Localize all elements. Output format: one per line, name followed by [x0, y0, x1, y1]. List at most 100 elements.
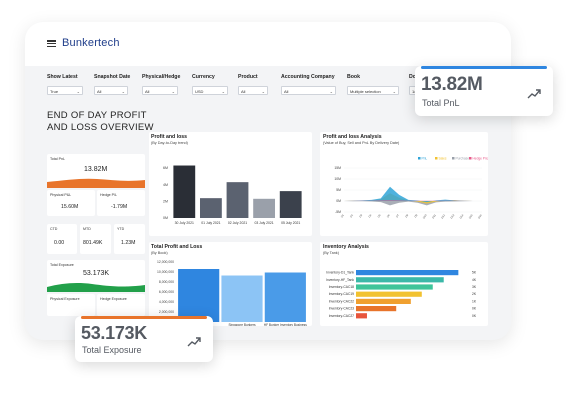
legend-swatch — [435, 157, 438, 160]
kpi-title: Physical P&L — [50, 193, 72, 197]
series-area — [344, 200, 482, 201]
pnl-analysis-panel: Profit and loss Analysis (Value of Buy, … — [320, 132, 488, 236]
kpi-value: 801.49K — [83, 240, 103, 246]
x-tick-label: D3 — [358, 213, 363, 218]
product-select[interactable]: All ⌄ — [238, 86, 268, 95]
filter-label: Accounting Company — [281, 74, 335, 80]
x-tick-label: D1 — [340, 213, 345, 218]
filter-label: Do — [409, 74, 416, 80]
bar — [356, 284, 433, 290]
bar — [356, 270, 459, 276]
filter-currency: Currency USD ⌄ — [192, 74, 228, 95]
bar — [356, 306, 397, 312]
y-tick-label: 10M — [334, 177, 341, 181]
x-tick-label: 02 July 2021 — [228, 221, 247, 225]
bar — [279, 191, 302, 218]
inventory-panel: Inventory Analysis (By Tank) Inventory-D… — [320, 242, 488, 326]
y-tick-label: 12,000,000 — [157, 260, 174, 264]
bar — [356, 277, 444, 283]
x-tick-label: HF Bunker Inventory Business — [264, 323, 307, 326]
y-tick-label: 15M — [334, 166, 341, 170]
x-tick-label: D4 — [367, 213, 372, 218]
data-label: 0K — [472, 314, 477, 318]
data-label: 0K — [472, 307, 477, 311]
y-tick-label: 8,000,000 — [159, 280, 174, 284]
kpi-value: 1.23M — [121, 240, 136, 246]
x-tick-label: D8 — [404, 213, 409, 218]
snapshot-date-select[interactable]: All ⌄ — [94, 86, 128, 95]
filter-label: Snapshot Date — [94, 74, 131, 80]
x-tick-label: D13 — [449, 213, 455, 220]
panel-subtitle: (By Day-to-Day trend) — [151, 141, 188, 145]
kpi-title: Hedge P/L — [100, 193, 117, 197]
legend-label: Purchase — [456, 156, 470, 160]
panel-subtitle: (By Book) — [151, 251, 168, 255]
total-exposure-label: Total Exposure — [82, 345, 142, 355]
mtd-card[interactable]: MTD 801.49K — [80, 224, 111, 254]
brand-logo: Bunkertech — [62, 37, 120, 49]
pnl-sparkline — [47, 178, 145, 188]
y-tick-label: 4M — [163, 183, 168, 187]
hedge-pnl-card[interactable]: Hedge P/L -1.79M — [97, 190, 145, 216]
total-pnl-floating-card[interactable]: 13.82M Total PnL — [415, 66, 553, 116]
filter-label: Show Latest — [47, 74, 78, 80]
filter-label: Physical/Hedge — [142, 74, 181, 80]
physical-exposure-card[interactable]: Physical Exposure — [47, 294, 95, 316]
total-exposure-floating-card[interactable]: 53.173K Total Exposure — [75, 316, 213, 362]
y-tick-label: 6,000,000 — [159, 290, 174, 294]
bar — [173, 165, 196, 218]
y-tick-label: Inventory-CAC23 — [329, 307, 354, 311]
x-tick-label: D11 — [431, 213, 437, 219]
y-tick-label: 0M — [336, 199, 341, 203]
kpi-title: MTD — [83, 227, 91, 231]
ctd-card[interactable]: CTD 0.00 — [47, 224, 77, 254]
book-select[interactable]: Multiple selection ⌄ — [347, 86, 399, 95]
legend-label: Hedge PnL — [473, 156, 489, 160]
show-latest-select[interactable]: True ⌄ — [47, 86, 83, 95]
pnl-analysis-chart: PnL Sales Purchase Hedge PnL15M10M5M0M-5MD1… — [334, 156, 489, 220]
bar — [226, 182, 249, 218]
y-tick-label: 2M — [163, 200, 168, 204]
filter-snapshot-date: Snapshot Date All ⌄ — [94, 74, 131, 95]
total-exposure-card[interactable]: Total Exposure 53.173K — [47, 260, 145, 292]
legend-swatch — [452, 157, 455, 160]
y-tick-label: 5M — [336, 188, 341, 192]
total-pnl-card[interactable]: Total PnL 13.82M — [47, 154, 145, 188]
bar — [264, 272, 306, 322]
menu-icon[interactable] — [47, 40, 56, 48]
accounting-company-select[interactable]: All ⌄ — [281, 86, 336, 95]
inventory-chart: Inventory-D1_Tank 5K Inventory-HF_Tank 4K In… — [326, 270, 477, 319]
ytd-card[interactable]: YTD 1.23M — [114, 224, 145, 254]
kpi-title: YTD — [117, 227, 125, 231]
x-tick-label: D5 — [376, 213, 381, 218]
hedge-exposure-card[interactable]: Hedge Exposure — [97, 294, 145, 316]
kpi-value: 0.00 — [54, 240, 65, 246]
x-tick-label: 01 July 2021 — [201, 221, 220, 225]
trend-up-icon — [527, 89, 541, 99]
filter-physical-hedge: Physical/Hedge All ⌄ — [142, 74, 181, 95]
x-tick-label: D15 — [468, 213, 474, 220]
y-tick-label: Inventory-CAC27 — [329, 314, 354, 318]
data-label: 3K — [472, 285, 477, 289]
kpi-value: 15.60M — [61, 204, 79, 210]
chevron-down-icon: ⌄ — [76, 88, 80, 94]
trend-up-icon — [187, 337, 201, 347]
exposure-sparkline — [47, 283, 145, 292]
kpi-title: Total Exposure — [50, 263, 74, 267]
x-tick-label: D12 — [440, 213, 446, 220]
bar — [199, 198, 222, 218]
currency-select[interactable]: USD ⌄ — [192, 86, 228, 95]
legend-swatch — [418, 157, 421, 160]
filter-show-latest: Show Latest True ⌄ — [47, 74, 83, 95]
page-title: END OF DAY PROFIT AND LOSS OVERVIEW — [47, 110, 154, 133]
x-tick-label: Singapore Bunkers — [228, 323, 256, 326]
filter-bar: Show Latest True ⌄ Snapshot Date All ⌄ Phy… — [47, 74, 507, 100]
filter-accounting-company: Accounting Company All ⌄ — [281, 74, 336, 95]
y-tick-label: 0M — [163, 216, 168, 220]
chevron-down-icon: ⌄ — [261, 88, 265, 94]
physical-pnl-card[interactable]: Physical P&L 15.60M — [47, 190, 95, 216]
x-tick-label: 03 July 2021 — [254, 221, 273, 225]
physical-hedge-select[interactable]: All ⌄ — [142, 86, 178, 95]
chevron-down-icon: ⌄ — [329, 88, 333, 94]
